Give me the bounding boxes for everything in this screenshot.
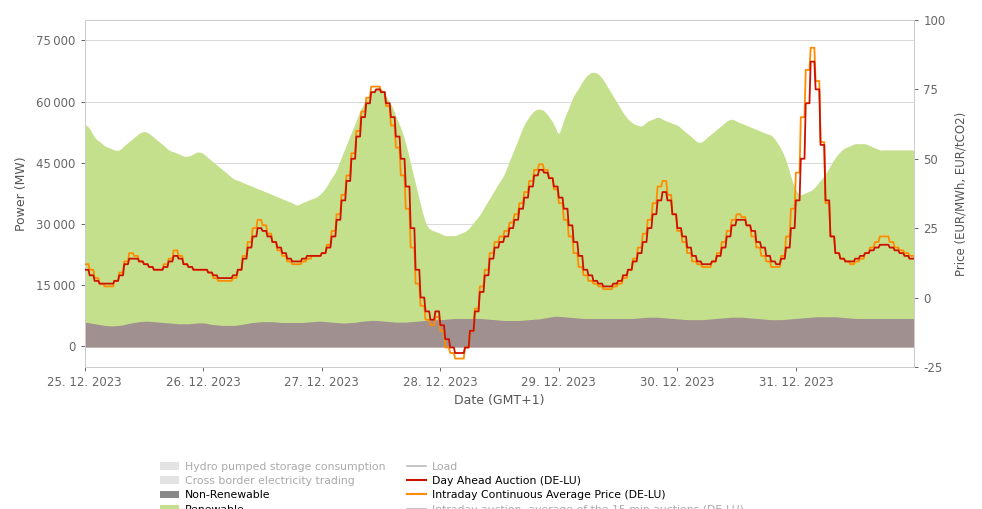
Y-axis label: Price (EUR/MWh, EUR/tCO2): Price (EUR/MWh, EUR/tCO2) xyxy=(954,111,967,275)
Legend: Hydro pumped storage consumption, Cross border electricity trading, Non-Renewabl: Hydro pumped storage consumption, Cross … xyxy=(155,457,748,509)
X-axis label: Date (GMT+1): Date (GMT+1) xyxy=(455,394,545,408)
Y-axis label: Power (MW): Power (MW) xyxy=(15,156,28,231)
